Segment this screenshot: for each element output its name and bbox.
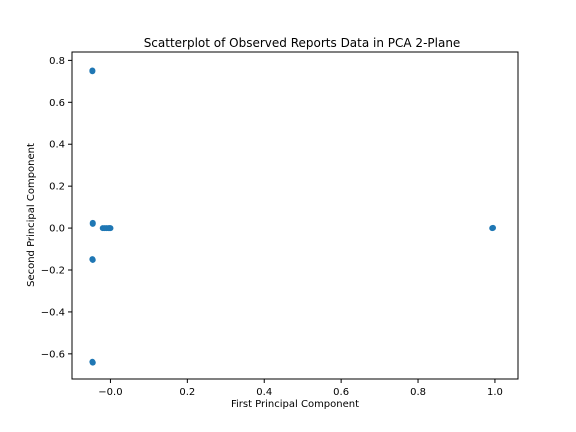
x-tick-label: 0.2 (179, 387, 195, 398)
x-tick-label: 0.6 (333, 387, 349, 398)
y-tick-label: −0.2 (41, 266, 65, 277)
y-tick-label: 0.6 (49, 98, 65, 109)
y-axis-label: Second Principal Component (26, 143, 37, 287)
data-point (89, 359, 96, 366)
points-layer (89, 67, 497, 366)
x-tick-label: 1.0 (487, 387, 503, 398)
y-tick-label: −0.4 (41, 307, 65, 318)
data-point (89, 256, 96, 263)
y-axis-ticks: −0.6 −0.4 −0.2 0.0 0.2 0.4 0.6 0.8 (41, 56, 72, 360)
y-tick-label: 0.0 (49, 224, 65, 235)
x-tick-label: −0.0 (98, 387, 122, 398)
y-tick-label: 0.2 (49, 182, 65, 193)
data-point (89, 68, 96, 75)
data-point (89, 220, 96, 227)
y-tick-label: 0.4 (49, 140, 65, 151)
data-point (490, 224, 497, 231)
plot-frame (71, 51, 519, 380)
x-axis-label: First Principal Component (231, 399, 359, 410)
chart-title: Scatterplot of Observed Reports Data in … (144, 36, 461, 50)
x-axis-ticks: −0.0 0.2 0.4 0.6 0.8 1.0 (98, 379, 503, 398)
y-tick-label: −0.6 (41, 349, 65, 360)
x-tick-label: 0.4 (256, 387, 272, 398)
data-point (107, 225, 114, 232)
x-tick-label: 0.8 (410, 387, 426, 398)
y-tick-label: 0.8 (49, 56, 65, 67)
